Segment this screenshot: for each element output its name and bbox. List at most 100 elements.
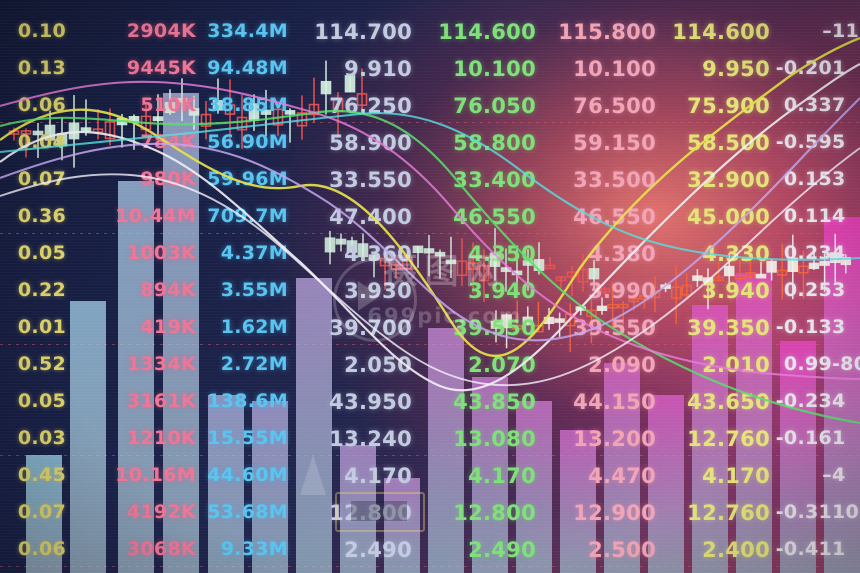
quote-cell-7: 0.15 bbox=[783, 168, 832, 190]
quote-row: 0.01 419K 1.62M 39.700 39.550 39.550 39.350 -0.… bbox=[0, 316, 860, 346]
quote-row: 0.04 784K 56.90M 58.900 58.800 59.150 58.500 -0… bbox=[0, 131, 860, 161]
quote-cell-3: 2.050 bbox=[344, 353, 412, 377]
quote-cell-8: 3 bbox=[832, 316, 846, 338]
quote-cell-8: 11 bbox=[832, 20, 860, 42]
volume-bar bbox=[70, 301, 106, 573]
quote-cell-3: 9.910 bbox=[344, 57, 412, 81]
volume-bar bbox=[736, 273, 772, 573]
quote-cell-4: 10.100 bbox=[453, 57, 536, 81]
quote-cell-3: 76.250 bbox=[329, 94, 412, 118]
quote-cell-8: 1 bbox=[832, 538, 846, 560]
quote-cell-6: 32.900 bbox=[687, 168, 770, 192]
quote-cell-8: 4 bbox=[832, 205, 846, 227]
gridline bbox=[0, 344, 860, 345]
quote-row: 0.05 3161K 138.6M 43.950 43.850 44.150 43.650-… bbox=[0, 390, 860, 420]
quote-cell-0: 0.06 bbox=[17, 538, 66, 560]
volume-bar bbox=[26, 455, 62, 573]
quote-cell-1: 2904K bbox=[126, 20, 196, 42]
volume-bar bbox=[780, 341, 816, 573]
quote-cell-3: 4.170 bbox=[344, 464, 412, 488]
quote-cell-6: 9.950 bbox=[702, 57, 770, 81]
gridline bbox=[0, 455, 860, 456]
quote-cell-4: 114.600 bbox=[438, 20, 536, 44]
watermark-arrow-icon bbox=[300, 455, 326, 495]
quote-cell-7: – bbox=[822, 20, 832, 42]
quote-cell-2: 4.37M bbox=[220, 242, 288, 264]
quote-cell-8: 7 bbox=[832, 94, 846, 116]
volume-bar bbox=[428, 328, 464, 573]
quote-cell-6: 45.000 bbox=[687, 205, 770, 229]
quote-cell-7: – bbox=[822, 464, 832, 486]
quote-row: 0.07 4192K 53.68M 12.800 12.800 12.900 12.760-… bbox=[0, 501, 860, 531]
quote-cell-2: 15.55M bbox=[207, 427, 288, 449]
quote-cell-3: 3.930 bbox=[344, 279, 412, 303]
volume-bar bbox=[472, 377, 508, 573]
quote-cell-4: 2.070 bbox=[468, 353, 536, 377]
quote-cell-0: 0.07 bbox=[17, 501, 66, 523]
quote-cell-1: 784K bbox=[140, 131, 196, 153]
watermark-ring-icon bbox=[333, 258, 417, 342]
gridline bbox=[0, 566, 860, 567]
quote-cell-6: 58.500 bbox=[687, 131, 770, 155]
quote-cell-2: 56.90M bbox=[207, 131, 288, 153]
quote-cell-6: 2.010 bbox=[702, 353, 770, 377]
quote-cell-0: 0.05 bbox=[17, 390, 66, 412]
quote-cell-0: 0.01 bbox=[17, 316, 66, 338]
quote-cell-6: 4.170 bbox=[702, 464, 770, 488]
watermark-text: 摄图网 699pic.com bbox=[330, 250, 560, 345]
quote-cell-6: 39.350 bbox=[687, 316, 770, 340]
quote-cell-3: 12.800 bbox=[329, 501, 412, 525]
quote-cell-4: 33.400 bbox=[453, 168, 536, 192]
quote-cell-6: 43.650 bbox=[687, 390, 770, 414]
quote-cell-1: 1210K bbox=[126, 427, 196, 449]
watermark-logo-box bbox=[335, 492, 425, 532]
quote-cell-5: 39.550 bbox=[573, 316, 656, 340]
quote-cell-5: 46.550 bbox=[573, 205, 656, 229]
quote-cell-5: 33.500 bbox=[573, 168, 656, 192]
quote-cell-3: 114.700 bbox=[314, 20, 412, 44]
quote-cell-2: 44.60M bbox=[207, 464, 288, 486]
quote-cell-4: 12.800 bbox=[453, 501, 536, 525]
gridline bbox=[0, 233, 860, 234]
quote-cell-6: 2.400 bbox=[702, 538, 770, 562]
quote-cell-8: 1 bbox=[832, 427, 846, 449]
quote-cell-2: 38.85M bbox=[207, 94, 288, 116]
quote-cell-5: 13.200 bbox=[573, 427, 656, 451]
quote-cell-3: 39.700 bbox=[329, 316, 412, 340]
volume-bar bbox=[296, 278, 332, 573]
quote-cell-2: 59.96M bbox=[207, 168, 288, 190]
quote-cell-7: -0.16 bbox=[775, 427, 832, 449]
quote-cell-1: 1334K bbox=[126, 353, 196, 375]
quote-cell-4: 43.850 bbox=[453, 390, 536, 414]
quote-cell-4: 46.550 bbox=[453, 205, 536, 229]
quote-cell-0: 0.04 bbox=[17, 131, 66, 153]
quote-cell-4: 4.170 bbox=[468, 464, 536, 488]
quote-cell-3: 58.900 bbox=[329, 131, 412, 155]
volume-bar bbox=[384, 478, 420, 573]
quote-cell-4: 39.550 bbox=[453, 316, 536, 340]
quote-cell-5: 12.900 bbox=[573, 501, 656, 525]
quote-cell-5: 4.380 bbox=[588, 242, 656, 266]
quote-cell-7: -0.13 bbox=[775, 316, 832, 338]
quote-cell-5: 10.100 bbox=[573, 57, 656, 81]
quote-cell-6: 12.760 bbox=[687, 427, 770, 451]
quote-cell-4: 3.940 bbox=[468, 279, 536, 303]
volume-bar bbox=[208, 395, 244, 573]
quote-cell-4: 76.050 bbox=[453, 94, 536, 118]
quote-cell-5: 115.800 bbox=[558, 20, 656, 44]
quote-row: 0.06 510K 38.85M 76.250 76.050 76.500 75.900 0.… bbox=[0, 94, 860, 124]
quote-cell-0: 0.45 bbox=[17, 464, 66, 486]
quote-cell-1: 3068K bbox=[126, 538, 196, 560]
quote-cell-0: 0.10 bbox=[17, 20, 66, 42]
quote-cell-6: 75.900 bbox=[687, 94, 770, 118]
quote-cell-6: 114.600 bbox=[672, 20, 770, 44]
quote-row: 0.52 1334K 2.72M 2.050 2.070 2.090 2.010 0.99 -8… bbox=[0, 353, 860, 383]
quote-cell-7: 0.11 bbox=[783, 205, 832, 227]
quote-cell-6: 12.760 bbox=[687, 501, 770, 525]
quote-cell-2: 709.7M bbox=[207, 205, 288, 227]
quote-cell-8: -80 bbox=[832, 353, 860, 375]
quote-cell-0: 0.03 bbox=[17, 427, 66, 449]
